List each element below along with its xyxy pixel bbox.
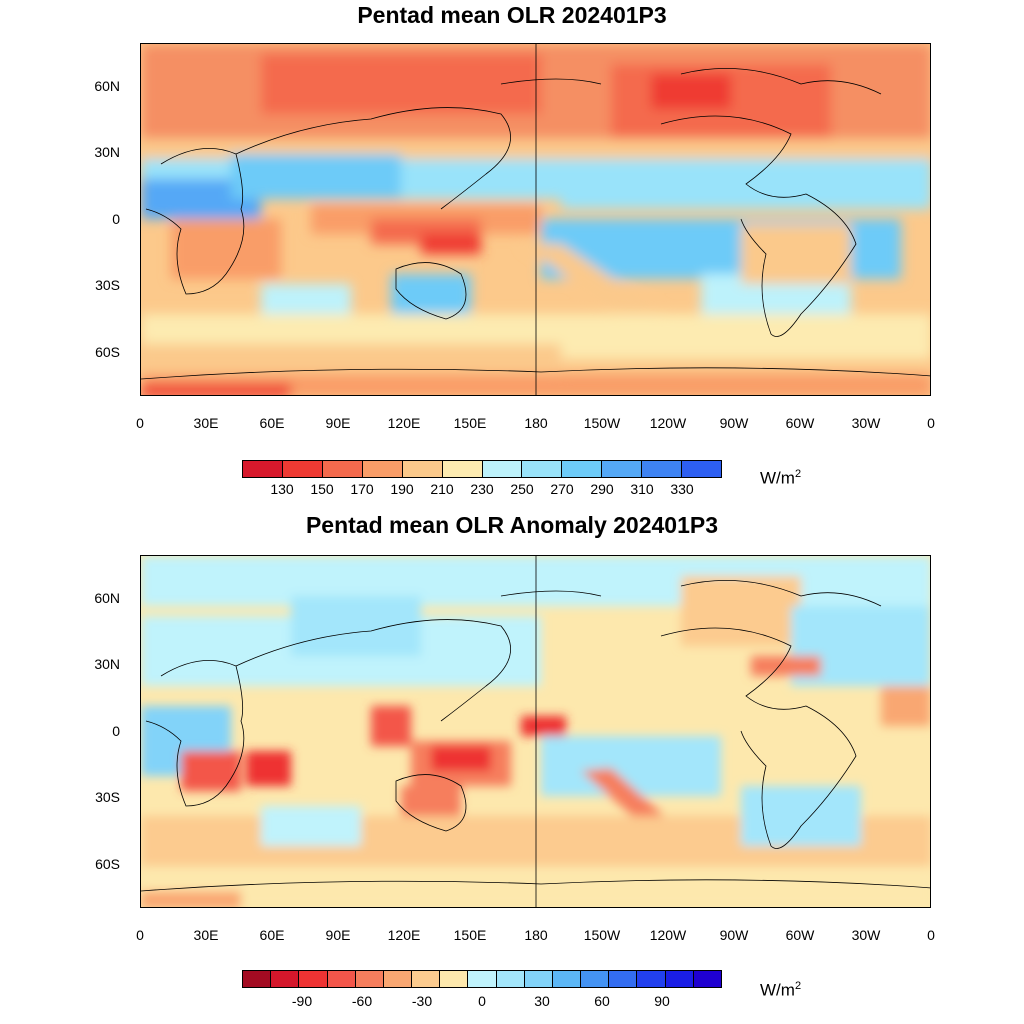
colorbar-swatch (522, 461, 563, 477)
lat-label: 60N (94, 78, 120, 94)
colorbar-swatch (682, 461, 722, 477)
lon-label: 60E (259, 415, 285, 431)
lon-label: 120E (387, 415, 421, 431)
colorbar-swatch (442, 461, 483, 477)
colorbar-swatch (642, 461, 683, 477)
colorbar-label: 130 (270, 481, 294, 497)
colorbar-swatch (468, 971, 497, 987)
colorbar-swatch (299, 971, 328, 987)
colorbar (242, 460, 722, 478)
colorbar-swatch (355, 971, 384, 987)
colorbar-units: W/m2 (760, 980, 802, 1000)
lon-label: 120W (649, 927, 687, 943)
colorbar-label: 310 (630, 481, 654, 497)
lon-label: 90E (325, 927, 351, 943)
lat-label: 60S (95, 344, 120, 360)
colorbar-swatch (412, 971, 441, 987)
colorbar-swatch (496, 971, 525, 987)
lon-label: 180 (524, 415, 548, 431)
olr-anomaly-map-title: Pentad mean OLR Anomaly 202401P3 (305, 512, 719, 538)
lat-label: 0 (112, 723, 120, 739)
lon-label: 60W (785, 415, 815, 431)
colorbar-swatch (693, 971, 721, 987)
colorbar-label: 0 (478, 993, 486, 1009)
lon-label: 0 (136, 415, 144, 431)
lon-label: 30W (851, 415, 881, 431)
colorbar-label: 330 (670, 481, 694, 497)
lon-label: 150W (583, 415, 621, 431)
colorbar-swatch (282, 461, 323, 477)
lon-label: 0 (927, 927, 935, 943)
olr-map (140, 43, 931, 396)
colorbar-swatch (665, 971, 694, 987)
colorbar-swatch (243, 461, 283, 477)
lat-label: 0 (112, 211, 120, 227)
colorbar-label: 150 (310, 481, 334, 497)
colorbar-swatch (322, 461, 363, 477)
lon-label: 30E (193, 415, 219, 431)
lon-label: 150W (583, 927, 621, 943)
colorbar-label: 230 (470, 481, 494, 497)
lat-label: 30S (95, 277, 120, 293)
lon-label: 150E (453, 415, 487, 431)
colorbar-label: -30 (411, 993, 433, 1009)
olr-anomaly-map (140, 555, 931, 908)
lon-label: 60W (785, 927, 815, 943)
colorbar-swatch (271, 971, 300, 987)
colorbar-swatch (602, 461, 643, 477)
olr-map-title: Pentad mean OLR 202401P3 (357, 2, 667, 28)
colorbar-swatch (609, 971, 638, 987)
colorbar-swatch (552, 971, 582, 987)
colorbar-units: W/m2 (760, 468, 802, 488)
colorbar-label: 250 (510, 481, 534, 497)
colorbar-swatch (581, 971, 610, 987)
colorbar-label: 290 (590, 481, 614, 497)
colorbar-label: -90 (291, 993, 313, 1009)
colorbar-swatch (562, 461, 603, 477)
colorbar-label: 30 (534, 993, 550, 1009)
colorbar-label: 210 (430, 481, 454, 497)
colorbar (242, 970, 722, 988)
lon-label: 30W (851, 927, 881, 943)
lon-label: 90W (719, 415, 749, 431)
lon-label: 120W (649, 415, 687, 431)
lat-label: 60S (95, 856, 120, 872)
colorbar-swatch (637, 971, 666, 987)
olr-field (141, 44, 930, 395)
coastlines (141, 68, 930, 380)
lat-label: 30N (94, 144, 120, 160)
colorbar-swatch (243, 971, 272, 987)
lon-label: 120E (387, 927, 421, 943)
lon-label: 60E (259, 927, 285, 943)
colorbar-swatch (362, 461, 403, 477)
coastlines (141, 580, 930, 892)
colorbar-swatch (440, 971, 469, 987)
lon-label: 90E (325, 415, 351, 431)
lat-label: 60N (94, 590, 120, 606)
colorbar-swatch (524, 971, 553, 987)
colorbar-label: 60 (594, 993, 610, 1009)
lon-label: 0 (136, 927, 144, 943)
lon-label: 0 (927, 415, 935, 431)
olr-anomaly-field (141, 556, 930, 907)
lon-label: 90W (719, 927, 749, 943)
colorbar-label: 170 (350, 481, 374, 497)
colorbar-label: 190 (390, 481, 414, 497)
colorbar-swatch (383, 971, 413, 987)
colorbar-label: -60 (351, 993, 373, 1009)
lon-label: 180 (524, 927, 548, 943)
colorbar-swatch (482, 461, 523, 477)
colorbar-label: 270 (550, 481, 574, 497)
lon-label: 150E (453, 927, 487, 943)
lat-label: 30S (95, 789, 120, 805)
lat-label: 30N (94, 656, 120, 672)
colorbar-label: 90 (654, 993, 670, 1009)
colorbar-swatch (327, 971, 356, 987)
lon-label: 30E (193, 927, 219, 943)
colorbar-swatch (402, 461, 443, 477)
